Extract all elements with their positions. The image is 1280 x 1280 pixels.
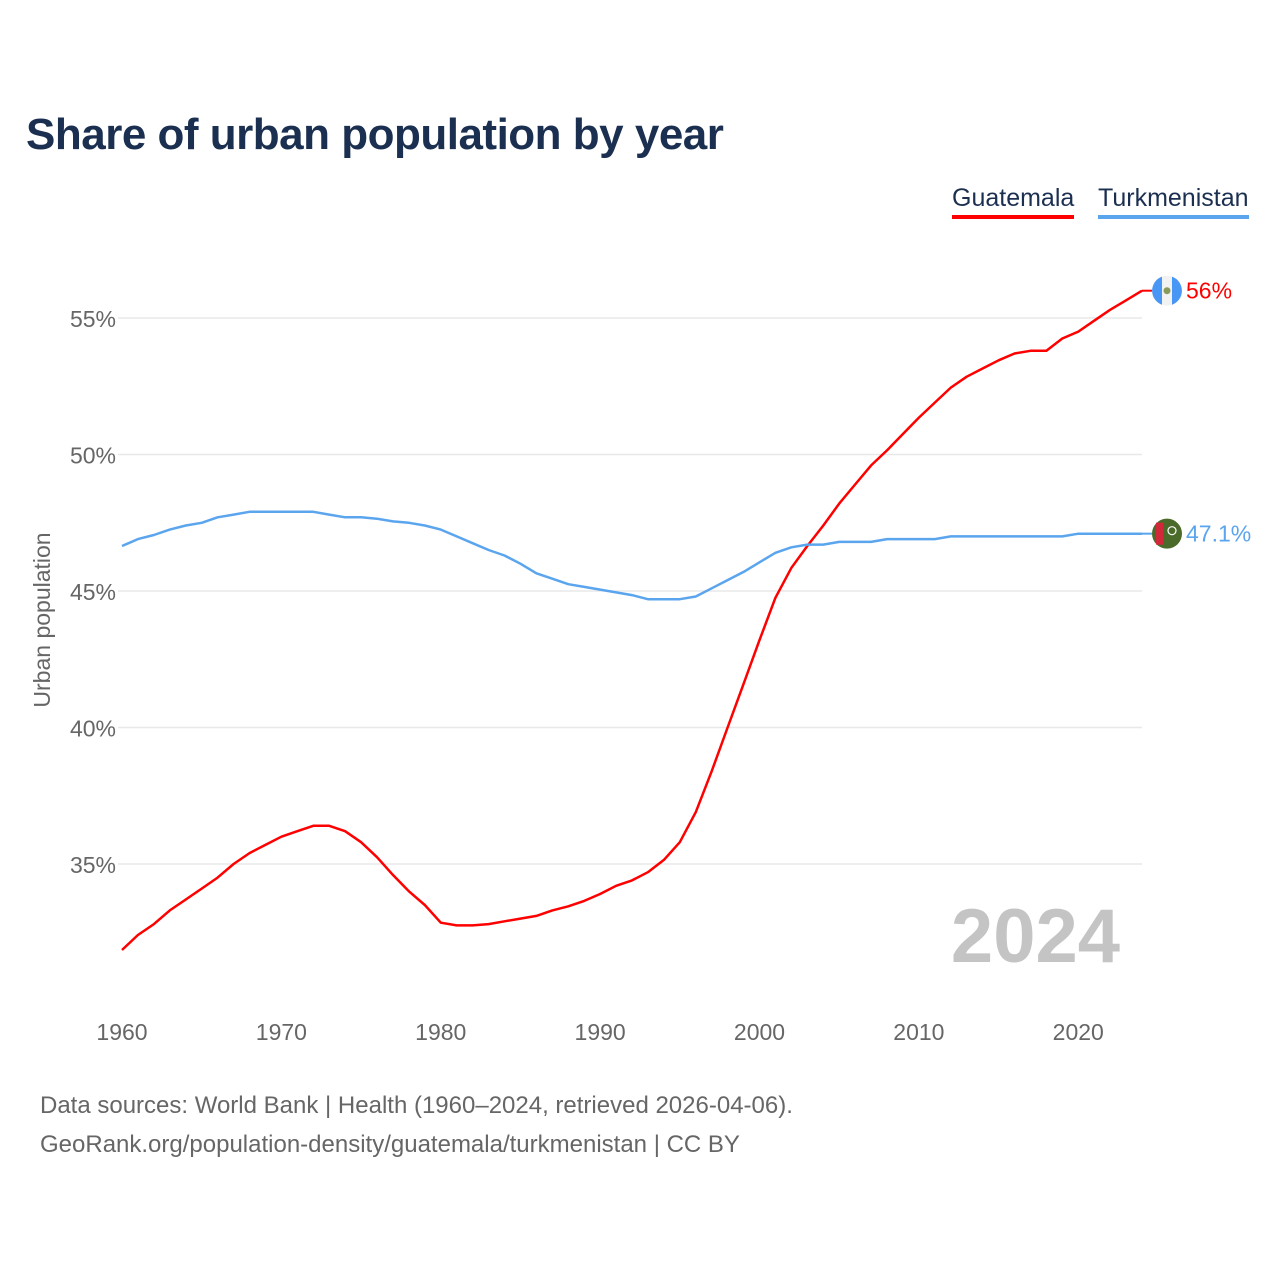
year-watermark: 2024 bbox=[951, 894, 1120, 979]
x-tick-label: 1990 bbox=[575, 1019, 626, 1045]
end-value-label-guatemala: 56% bbox=[1186, 278, 1232, 304]
source-note: Data sources: World Bank | Health (1960–… bbox=[40, 1092, 793, 1119]
legend-turkmenistan[interactable]: Turkmenistan bbox=[1098, 184, 1249, 219]
flag-crescent bbox=[1167, 526, 1177, 536]
flag-stripe bbox=[1156, 522, 1163, 545]
x-tick-label: 2020 bbox=[1053, 1019, 1104, 1045]
x-tick-label: 1980 bbox=[415, 1019, 466, 1045]
footer: Data sources: World Bank | Health (1960–… bbox=[40, 1086, 793, 1164]
y-tick-label: 45% bbox=[70, 579, 116, 605]
x-tick-label: 1960 bbox=[96, 1019, 147, 1045]
legend-guatemala[interactable]: Guatemala bbox=[952, 184, 1075, 219]
y-tick-label: 50% bbox=[70, 443, 116, 469]
x-tick-label: 1970 bbox=[256, 1019, 307, 1045]
flag-stripe bbox=[1152, 276, 1162, 305]
x-tick-label: 2000 bbox=[734, 1019, 785, 1045]
flag-emblem bbox=[1163, 287, 1171, 295]
y-tick-label: 55% bbox=[70, 306, 116, 332]
series-line-turkmenistan bbox=[121, 510, 1142, 601]
y-axis-label: Urban population bbox=[29, 532, 55, 707]
y-tick-label: 35% bbox=[70, 852, 116, 878]
chart-title: Share of urban population by year bbox=[26, 110, 724, 159]
y-tick-label: 40% bbox=[70, 716, 116, 742]
end-value-label-turkmenistan: 47.1% bbox=[1186, 521, 1251, 547]
flag-guatemala-icon bbox=[1152, 275, 1182, 306]
source-link[interactable]: GeoRank.org/population-density/guatemala… bbox=[40, 1131, 740, 1158]
series-line-guatemala bbox=[121, 289, 1143, 951]
flag-turkmenistan-icon bbox=[1152, 518, 1182, 549]
flag-stripe bbox=[1172, 276, 1182, 305]
x-tick-label: 2010 bbox=[893, 1019, 944, 1045]
